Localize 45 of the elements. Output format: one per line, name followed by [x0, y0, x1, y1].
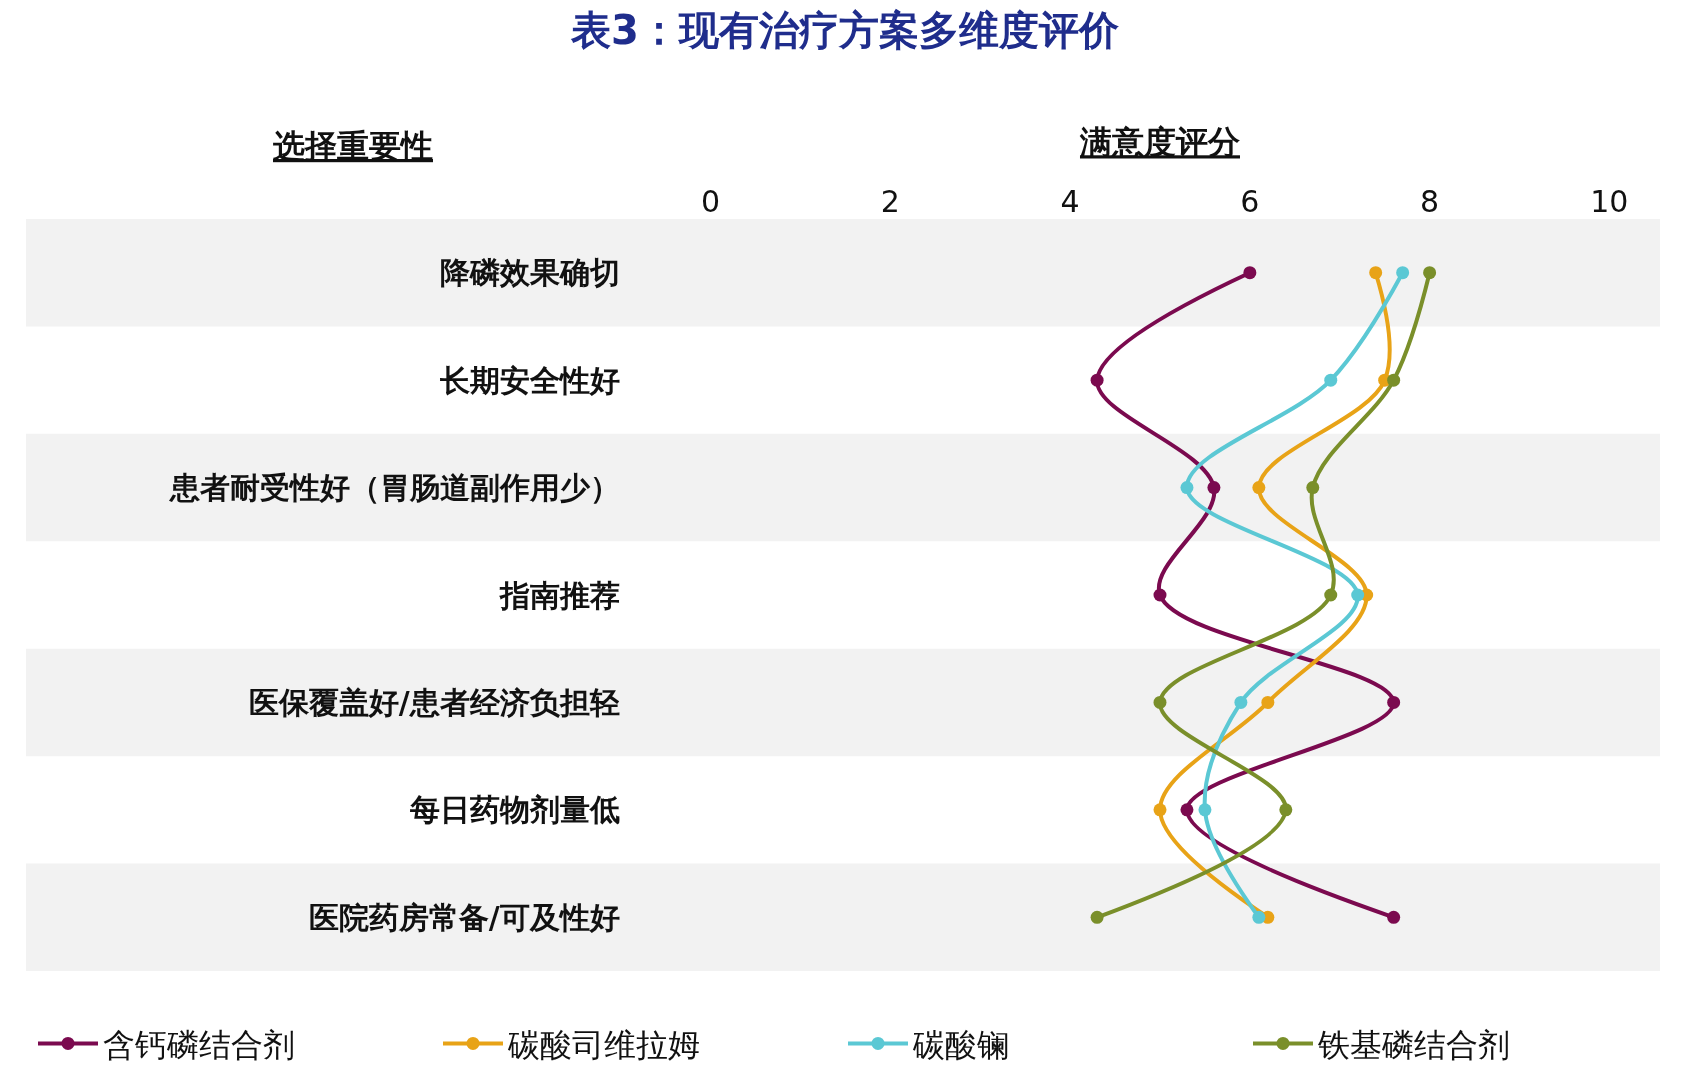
x-tick-label: 0: [701, 184, 721, 219]
y-axis-title: 选择重要性: [272, 127, 433, 165]
point: [1396, 266, 1410, 280]
point: [1198, 803, 1212, 817]
point: [1351, 588, 1365, 602]
y-tick-label: 患者耐受性好（胃肠道副作用少）: [167, 470, 620, 506]
point: [1261, 695, 1275, 709]
point: [1387, 910, 1401, 924]
point: [1153, 588, 1167, 602]
point: [1324, 373, 1338, 387]
point: [1090, 910, 1104, 924]
legend-label: 碳酸司维拉姆: [507, 1025, 700, 1064]
legend-label: 碳酸镧: [912, 1025, 1009, 1064]
point: [1423, 266, 1437, 280]
x-tick-label: 8: [1420, 184, 1440, 219]
x-tick-label: 10: [1590, 184, 1629, 219]
y-tick-label: 指南推荐: [498, 577, 620, 613]
y-tick-label: 降磷效果确切: [439, 255, 620, 291]
point: [1090, 373, 1104, 387]
legend-label: 铁基磷结合剂: [1317, 1025, 1510, 1064]
chart-title: 表3：现有治疗方案多维度评价: [570, 7, 1120, 54]
x-axis-title: 满意度评分: [1079, 123, 1240, 162]
point: [1153, 695, 1167, 709]
point: [1252, 481, 1266, 495]
x-tick-label: 2: [880, 184, 900, 219]
point: [1369, 266, 1383, 280]
point: [1153, 803, 1167, 817]
point: [1306, 481, 1320, 495]
point: [1180, 481, 1194, 495]
point: [1243, 266, 1257, 280]
legend-label: 含钙磷结合剂: [103, 1025, 295, 1064]
y-tick-label: 每日药物剂量低: [408, 792, 620, 828]
y-tick-label: 医保覆盖好/患者经济负担轻: [248, 684, 620, 720]
point: [1387, 695, 1401, 709]
point: [1279, 803, 1293, 817]
point: [1252, 910, 1266, 924]
point: [1234, 695, 1248, 709]
y-tick-label: 长期安全性好: [438, 362, 620, 398]
point: [1180, 803, 1194, 817]
y-tick-label: 医院药房常备/可及性好: [308, 899, 620, 935]
point: [1324, 588, 1338, 602]
point: [1387, 373, 1401, 387]
x-tick-label: 6: [1240, 184, 1260, 219]
x-tick-label: 4: [1060, 184, 1080, 219]
point: [1207, 481, 1221, 495]
